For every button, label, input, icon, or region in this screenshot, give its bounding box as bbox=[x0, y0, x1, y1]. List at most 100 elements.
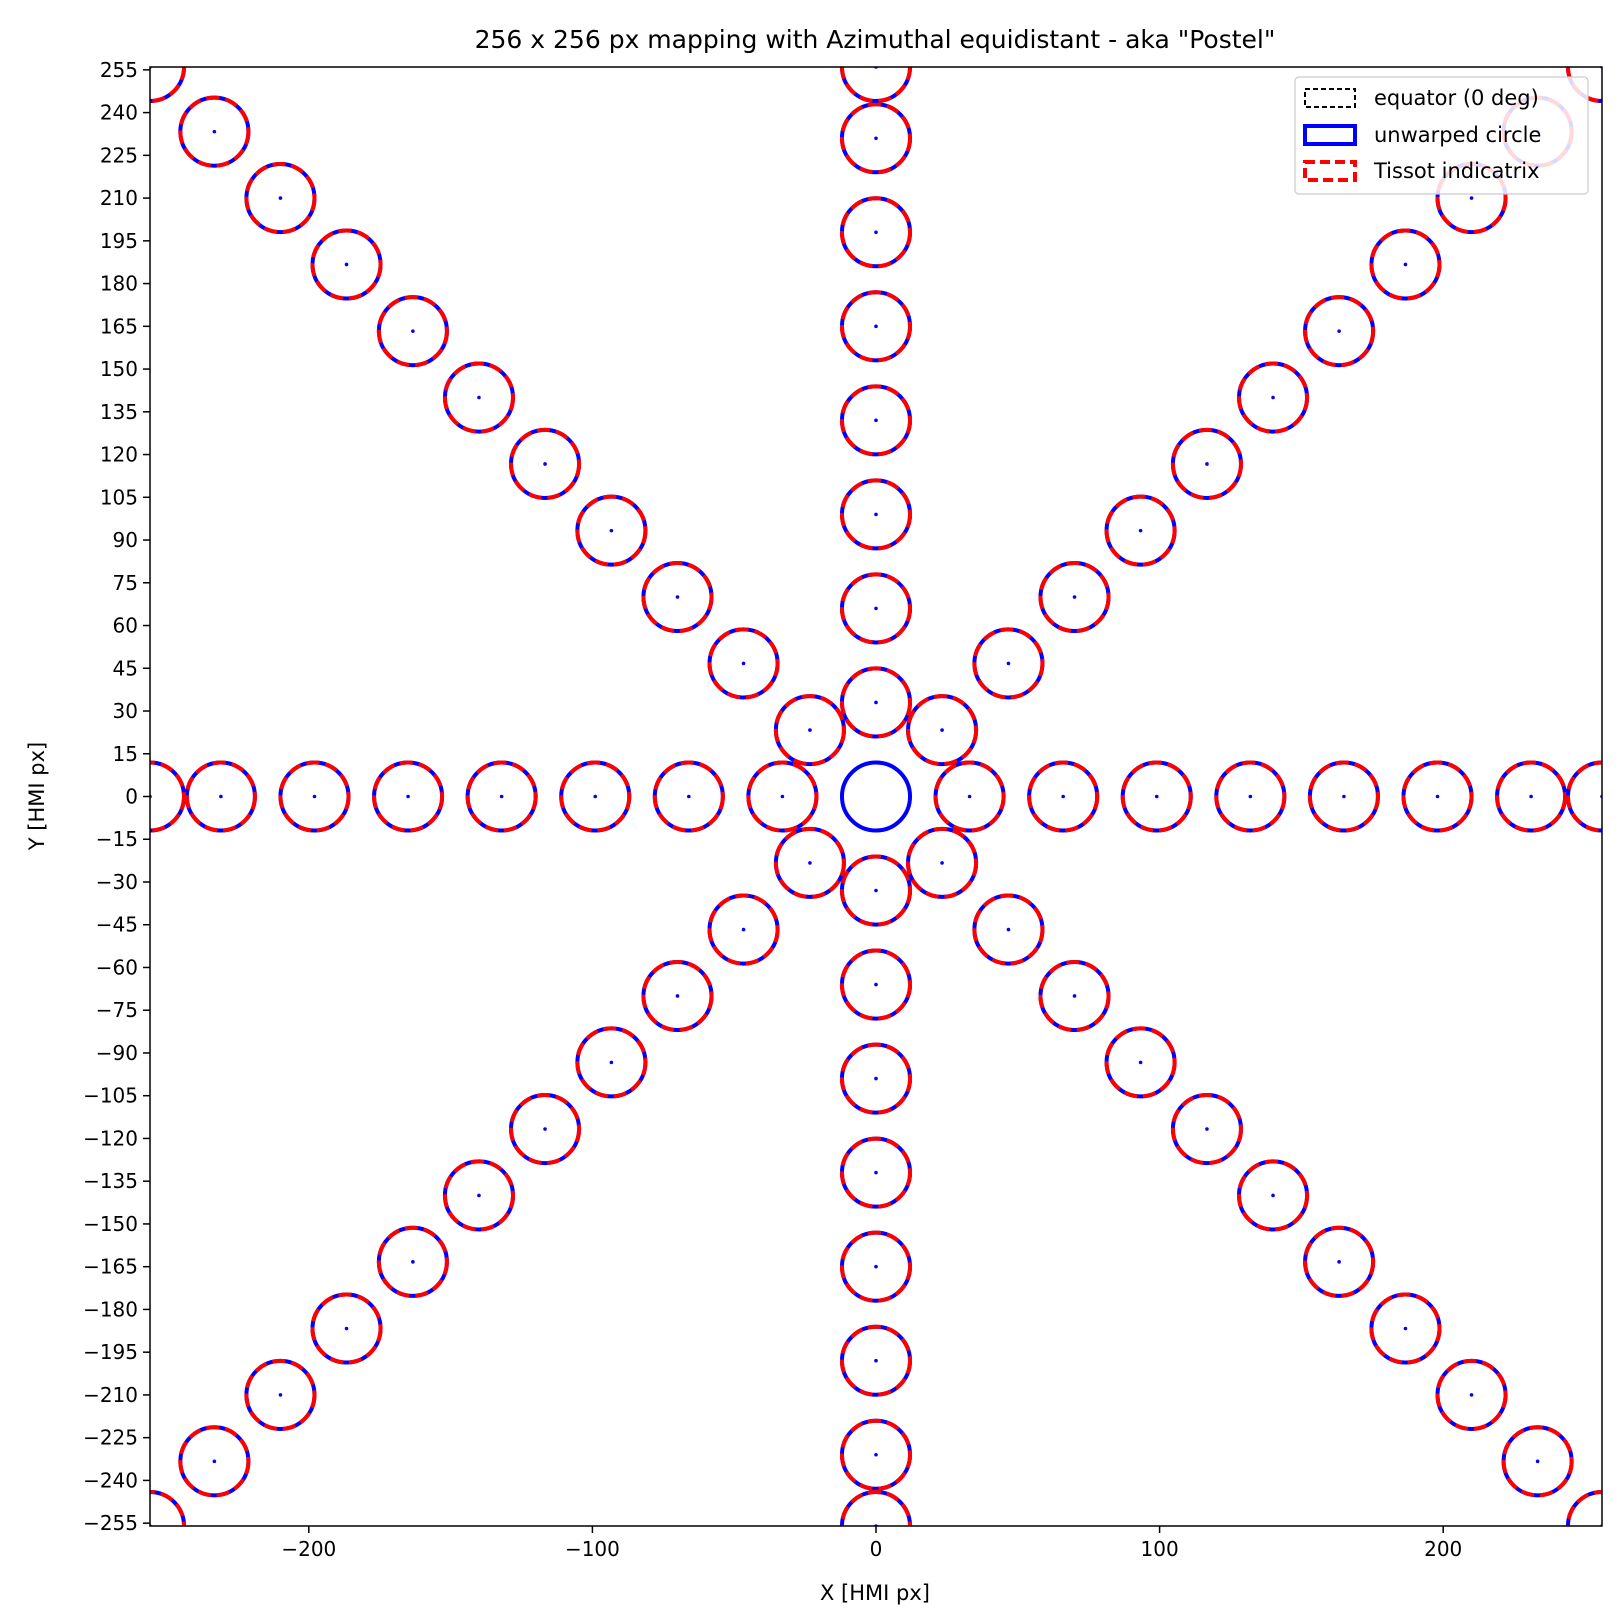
tissot-indicatrix-circle bbox=[278, 760, 351, 833]
circle-center-dot bbox=[312, 794, 317, 799]
circle-center-dot bbox=[543, 1127, 547, 1131]
circle-center-dot bbox=[687, 794, 691, 799]
tissot-indicatrix-circle bbox=[465, 760, 538, 833]
tissot-indicatrix-circle bbox=[376, 1225, 449, 1298]
tissot-indicatrix-circle bbox=[1038, 959, 1111, 1033]
circle-center-dot bbox=[675, 595, 680, 599]
tissot-indicatrix-circle bbox=[839, 948, 913, 1021]
x-axis-label: X [HMI px] bbox=[820, 1581, 930, 1605]
tissot-indicatrix-circle bbox=[839, 572, 913, 645]
circle-center-dot bbox=[344, 262, 349, 267]
circle-center-dot bbox=[1271, 1193, 1275, 1198]
tissot-indicatrix-circle bbox=[839, 666, 913, 739]
legend-swatch-tissot bbox=[1303, 160, 1357, 182]
tissot-indicatrix-circle bbox=[1369, 228, 1442, 301]
x-tick-label: 100 bbox=[1141, 1537, 1179, 1561]
y-tick-label: −75 bbox=[96, 998, 138, 1022]
tissot-indicatrix-circle bbox=[1170, 1093, 1243, 1166]
circle-center-dot bbox=[675, 994, 680, 998]
circle-center-dot bbox=[1403, 1326, 1408, 1331]
circle-center-dot bbox=[1469, 196, 1474, 200]
tissot-indicatrix-circle bbox=[244, 1358, 317, 1431]
tissot-indicatrix-circle bbox=[1401, 760, 1474, 833]
legend-label-equator: equator (0 deg) bbox=[1374, 86, 1539, 110]
tissot-indicatrix-circle bbox=[244, 162, 317, 235]
tissot-indicatrix-circle bbox=[1501, 1425, 1574, 1498]
circle-center-dot bbox=[940, 861, 944, 865]
circle-center-dot bbox=[609, 528, 614, 533]
circle-center-dot bbox=[1337, 329, 1341, 333]
y-tick-label: −165 bbox=[83, 1255, 138, 1279]
y-tick-label: 240 bbox=[100, 101, 138, 125]
y-tick-label: −225 bbox=[83, 1426, 138, 1450]
legend-swatch-equator bbox=[1304, 88, 1356, 108]
circle-center-dot bbox=[212, 1459, 217, 1464]
tissot-indicatrix-circle bbox=[1120, 760, 1193, 833]
y-tick-label: −135 bbox=[83, 1169, 138, 1193]
tissot-indicatrix-circle bbox=[184, 760, 257, 833]
y-tick-label: −240 bbox=[83, 1468, 138, 1492]
tissot-indicatrix-circle bbox=[1303, 295, 1376, 368]
y-tick-label: 15 bbox=[113, 742, 138, 766]
circle-center-dot bbox=[874, 324, 878, 329]
unwarped-circle bbox=[839, 67, 913, 104]
tissot-indicatrix-circle bbox=[1170, 427, 1243, 500]
circle-center-dot bbox=[1006, 927, 1011, 932]
tissot-indicatrix-circle bbox=[746, 760, 819, 833]
y-tick-label: 60 bbox=[113, 614, 138, 638]
circle-center-dot bbox=[477, 395, 481, 400]
y-tick-label: 75 bbox=[113, 571, 138, 595]
y-tick-label: 120 bbox=[100, 443, 138, 467]
tissot-indicatrix-circle bbox=[1104, 494, 1177, 567]
tissot-indicatrix-circle bbox=[442, 361, 515, 434]
circle-center-dot bbox=[780, 794, 785, 799]
circle-center-dot bbox=[499, 794, 504, 799]
y-tick-label: −195 bbox=[83, 1340, 138, 1364]
circle-center-dot bbox=[1138, 528, 1143, 533]
y-tick-label: −210 bbox=[83, 1383, 138, 1407]
tissot-indicatrix-circle bbox=[1214, 760, 1287, 833]
circle-center-dot bbox=[411, 1260, 415, 1264]
tissot-indicatrix-circle bbox=[1237, 361, 1310, 434]
circle-center-dot bbox=[1205, 462, 1209, 466]
tissot-indicatrix-circle bbox=[906, 826, 979, 899]
tissot-indicatrix-circle bbox=[839, 478, 913, 551]
circle-center-dot bbox=[1138, 1060, 1143, 1065]
y-tick-label: −105 bbox=[83, 1084, 138, 1108]
circle-center-dot bbox=[593, 794, 598, 799]
tissot-indicatrix-circle bbox=[839, 854, 913, 927]
circle-center-dot bbox=[1535, 1459, 1540, 1464]
circle-center-dot bbox=[278, 1393, 283, 1397]
tissot-indicatrix-circle bbox=[839, 1324, 913, 1397]
tissot-indicatrix-circle bbox=[178, 1425, 251, 1498]
y-tick-label: −45 bbox=[96, 913, 138, 937]
tissot-indicatrix-circle bbox=[839, 1230, 913, 1303]
circle-center-dot bbox=[344, 1326, 349, 1331]
tissot-indicatrix-circle bbox=[150, 760, 187, 833]
tissot-indicatrix-circle bbox=[1307, 760, 1380, 833]
tissot-indicatrix-circle bbox=[575, 1026, 648, 1099]
y-tick-label: −150 bbox=[83, 1212, 138, 1236]
tissot-indicatrix-circle bbox=[1104, 1026, 1177, 1099]
y-tick-label: −90 bbox=[96, 1041, 138, 1065]
y-axis-label: Y [HMI px] bbox=[25, 742, 49, 851]
circle-center-dot bbox=[874, 418, 878, 423]
tissot-indicatrix-circle bbox=[1237, 1159, 1310, 1232]
circle-center-dot bbox=[1271, 395, 1275, 400]
circle-center-dot bbox=[278, 196, 283, 200]
legend-swatch-unwarped bbox=[1303, 124, 1357, 146]
tissot-indicatrix-circle bbox=[1038, 560, 1111, 634]
tissot-indicatrix-circle bbox=[652, 760, 725, 833]
circle-center-dot bbox=[543, 462, 547, 466]
y-tick-label: 225 bbox=[100, 143, 138, 167]
circle-center-dot bbox=[874, 1170, 878, 1175]
circle-center-dot bbox=[967, 794, 972, 799]
circle-center-dot bbox=[1469, 1393, 1474, 1397]
tissot-indicatrix-circle bbox=[839, 1418, 913, 1491]
circle-center-dot bbox=[1342, 794, 1346, 799]
tissot-indicatrix-circle bbox=[773, 694, 846, 767]
circle-center-dot bbox=[874, 230, 878, 235]
tissot-indicatrix-circle bbox=[442, 1159, 515, 1232]
tissot-indicatrix-circle bbox=[839, 290, 913, 363]
y-tick-label: −120 bbox=[83, 1126, 138, 1150]
